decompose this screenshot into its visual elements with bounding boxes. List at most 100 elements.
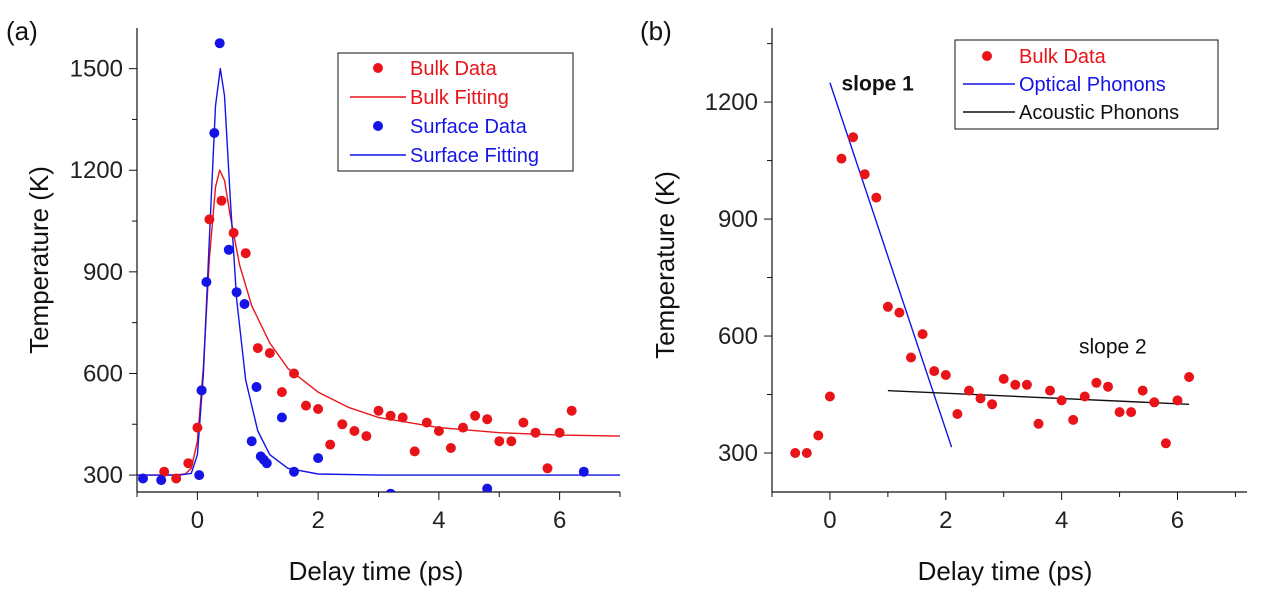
a-legend-marker (373, 63, 383, 73)
b-data-point-bulk-data (894, 307, 905, 318)
a-data-point-bulk-data (494, 436, 505, 447)
a-data-point-surface-data (578, 466, 589, 477)
a-data-point-surface-data (276, 412, 287, 423)
a-legend-marker (373, 121, 383, 131)
a-data-point-surface-data (194, 470, 205, 481)
a-data-point-bulk-data (409, 446, 420, 457)
b-x-tick-label: 4 (1055, 507, 1068, 534)
a-x-tick-label: 4 (432, 507, 445, 534)
b-data-point-bulk-data (975, 393, 986, 404)
a-data-point-surface-data (196, 385, 207, 396)
a-data-point-bulk-data (554, 427, 565, 438)
panel-a-label: (a) (6, 16, 38, 46)
b-data-point-bulk-data (964, 385, 974, 396)
b-data-point-bulk-data (929, 366, 940, 377)
a-data-point-surface-data (209, 128, 220, 138)
a-legend-label: Surface Fitting (410, 145, 539, 167)
b-data-point-bulk-data (1068, 414, 1079, 425)
a-data-point-bulk-data (482, 414, 493, 425)
b-data-point-bulk-data (1184, 372, 1195, 382)
a-data-point-surface-data (246, 436, 257, 447)
b-data-point-bulk-data (1021, 379, 1032, 390)
a-data-point-bulk-data (216, 195, 227, 206)
a-x-tick-label: 6 (553, 507, 566, 534)
b-legend-label: Bulk Data (1019, 46, 1107, 68)
a-y-tick-label: 1200 (70, 157, 123, 184)
b-legend-label: Acoustic Phonons (1019, 102, 1179, 124)
a-data-point-bulk-data (530, 427, 541, 438)
panel-a-y-axis-title: Temperature (K) (24, 166, 54, 354)
b-data-point-bulk-data (1103, 381, 1113, 392)
a-x-tick-label: 2 (311, 507, 324, 534)
a-data-point-surface-data (223, 244, 234, 255)
b-x-tick-label: 2 (939, 507, 952, 534)
b-data-point-bulk-data (917, 329, 928, 340)
a-data-point-bulk-data (240, 248, 251, 259)
a-data-point-bulk-data (183, 458, 194, 469)
a-x-tick-label: 0 (191, 507, 204, 534)
panel-b-x-axis-title: Delay time (ps) (918, 556, 1093, 586)
a-legend-label: Bulk Fitting (410, 87, 509, 109)
a-data-point-bulk-data (252, 343, 263, 354)
a-data-point-surface-data (138, 473, 148, 484)
b-data-point-bulk-data (824, 391, 835, 402)
slope-2-annotation: slope 2 (1079, 336, 1147, 359)
b-data-point-bulk-data (859, 169, 870, 180)
a-y-tick-label: 1500 (70, 56, 123, 83)
a-data-point-bulk-data (228, 227, 239, 238)
a-data-point-surface-data (231, 287, 242, 298)
a-data-point-bulk-data (159, 466, 170, 477)
a-data-point-surface-data (251, 382, 262, 392)
b-x-tick-label: 6 (1171, 507, 1184, 534)
panel-b-label: (b) (640, 16, 672, 46)
b-data-point-bulk-data (906, 352, 916, 363)
a-data-point-bulk-data (506, 436, 517, 447)
a-data-point-surface-data (214, 38, 225, 49)
panel-a-plot-area: 0 2 4 6 300 600 900 1200 1500 (70, 28, 621, 534)
b-data-point-bulk-data (998, 373, 1009, 384)
b-series-line-acoustic-phonons (887, 389, 1190, 405)
slope-1-annotation: slope 1 (842, 72, 915, 95)
a-data-point-bulk-data (421, 417, 432, 428)
b-data-point-bulk-data (848, 132, 859, 143)
b-data-point-bulk-data (1114, 407, 1125, 418)
b-legend-label: Optical Phonons (1019, 74, 1166, 96)
a-data-point-bulk-data (349, 426, 360, 436)
a-data-point-bulk-data (385, 410, 396, 421)
panel-b-plot-area: 0 2 4 6 300 600 900 1200 (705, 28, 1247, 534)
b-data-point-bulk-data (882, 301, 893, 312)
panel-b-legend: Bulk Data Optical Phonons Acoustic Phonons (954, 39, 1219, 130)
a-data-point-bulk-data (264, 348, 275, 359)
b-data-point-bulk-data (836, 153, 847, 164)
a-series-line-bulk-fitting (137, 169, 620, 476)
panel-b-y-axis-title: Temperature (K) (650, 171, 680, 359)
a-data-point-bulk-data (204, 214, 215, 225)
a-data-point-bulk-data (458, 422, 468, 433)
a-data-point-bulk-data (171, 473, 182, 484)
a-data-point-surface-data (261, 458, 272, 469)
a-data-point-bulk-data (542, 463, 553, 474)
b-data-point-bulk-data (1033, 418, 1044, 429)
b-y-tick-label: 1200 (705, 89, 758, 116)
b-data-point-bulk-data (790, 448, 801, 458)
a-data-point-bulk-data (337, 419, 348, 430)
b-data-point-bulk-data (1137, 385, 1148, 396)
panel-a-legend: Bulk Data Bulk Fitting Surface Data Surface… (337, 52, 574, 172)
b-series-line-optical-phonons (829, 82, 953, 448)
panel-a-x-axis-title: Delay time (ps) (289, 556, 464, 586)
panel-a: (a) Delay time (ps) Temperature (K) 0 2 4 6… (6, 16, 621, 586)
a-data-point-bulk-data (289, 368, 299, 379)
a-data-point-bulk-data (373, 405, 384, 416)
a-data-point-bulk-data (470, 410, 481, 421)
panel-b: (b) Delay time (ps) Temperature (K) 0 2 4 6… (640, 16, 1247, 586)
a-data-point-bulk-data (301, 400, 311, 411)
b-data-point-bulk-data (1172, 395, 1183, 406)
b-data-point-bulk-data (1149, 397, 1160, 408)
a-data-point-bulk-data (361, 431, 372, 442)
a-data-point-bulk-data (433, 426, 444, 436)
a-y-tick-label: 900 (83, 259, 123, 286)
b-data-point-bulk-data (1126, 407, 1137, 418)
b-data-point-bulk-data (1079, 391, 1090, 402)
b-y-tick-label: 300 (718, 440, 758, 467)
b-x-tick-label: 0 (823, 507, 836, 534)
